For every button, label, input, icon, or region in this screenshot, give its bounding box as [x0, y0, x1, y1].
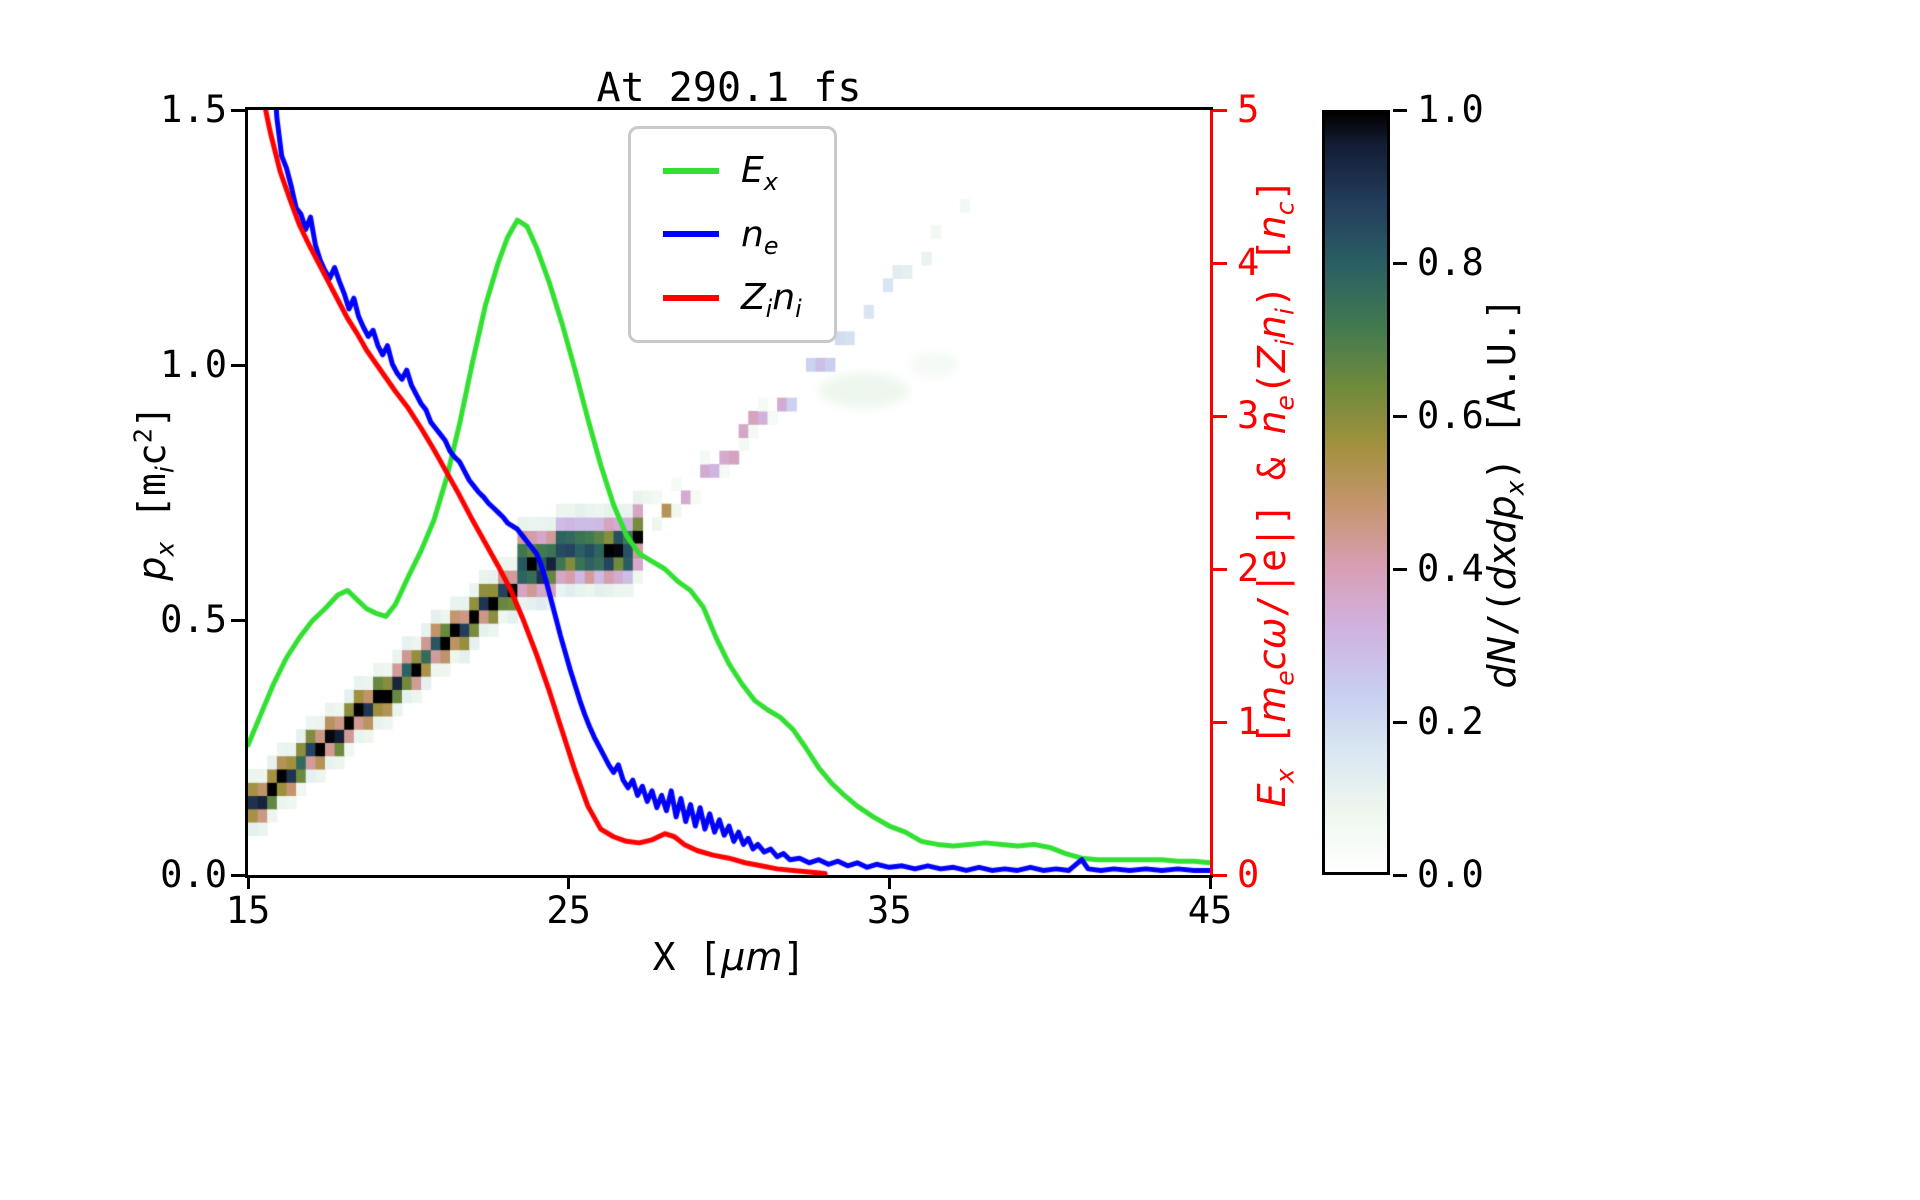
colorbar-label: dN/(dxdpx) [A.U.]: [1480, 296, 1530, 689]
y-axis-label-left: px [mic2]: [128, 404, 180, 581]
colorbar-tick-label: 1.0: [1417, 88, 1484, 131]
y-tick-right: [1213, 108, 1227, 112]
colorbar-tick: [1393, 567, 1407, 571]
y-tick-left: [231, 108, 245, 112]
axis-spine-top: [245, 107, 1213, 110]
colorbar: [1322, 110, 1390, 875]
y-tick-right-label: 3: [1237, 394, 1260, 437]
colorbar-tick: [1393, 108, 1407, 112]
y-tick-right: [1213, 261, 1227, 265]
colorbar-tick-label: 0.0: [1417, 853, 1484, 896]
legend-entry: ne: [663, 213, 802, 260]
y-tick-left: [231, 873, 245, 877]
x-tick: [887, 875, 891, 889]
y-tick-right: [1213, 720, 1227, 724]
colorbar-tick: [1393, 414, 1407, 418]
legend-entry: Zini: [663, 277, 802, 324]
chart-title: At 290.1 fs: [596, 65, 862, 111]
y-tick-right: [1213, 414, 1227, 418]
x-tick: [567, 875, 571, 889]
colorbar-tick-label: 0.4: [1417, 547, 1484, 590]
y-tick-left-label: 0.5: [160, 598, 227, 641]
legend-entry-label: Ex: [741, 150, 778, 197]
x-tick-label: 35: [867, 889, 912, 932]
y-tick-right: [1213, 567, 1227, 571]
colorbar-tick: [1393, 261, 1407, 265]
y-tick-right-label: 2: [1237, 547, 1260, 590]
y-tick-left: [231, 618, 245, 622]
x-axis-label: X [μm]: [652, 935, 806, 979]
axis-spine-right: [1210, 107, 1213, 878]
legend-line-sample: [663, 167, 719, 174]
legend-entry: Ex: [663, 150, 802, 197]
y-tick-left-label: 0.0: [160, 853, 227, 896]
axis-spine-left: [245, 107, 248, 878]
colorbar-tick-label: 0.6: [1417, 394, 1484, 437]
y-tick-right-label: 5: [1237, 88, 1260, 131]
x-tick: [1208, 875, 1212, 889]
y-tick-right: [1213, 873, 1227, 877]
colorbar-tick-label: 0.2: [1417, 700, 1484, 743]
y-tick-left-label: 1.0: [160, 343, 227, 386]
x-tick-label: 25: [546, 889, 591, 932]
y-tick-right-label: 4: [1237, 241, 1260, 284]
colorbar-tick-label: 0.8: [1417, 241, 1484, 284]
y-tick-left: [231, 363, 245, 367]
axis-spine-bottom: [245, 875, 1213, 878]
x-tick-label: 45: [1187, 889, 1233, 932]
colorbar-tick: [1393, 873, 1407, 877]
legend-entry-label: ne: [741, 213, 779, 260]
legend-line-sample: [663, 231, 719, 238]
legend: Ex ne Zini: [628, 126, 837, 343]
x-tick: [246, 875, 250, 889]
y-tick-right-label: 1: [1237, 700, 1260, 743]
y-tick-right-label: 0: [1237, 853, 1260, 896]
legend-line-sample: [663, 294, 719, 301]
legend-entry-label: Zini: [741, 277, 802, 324]
x-tick-label: 15: [225, 889, 271, 932]
y-tick-left-label: 1.5: [160, 88, 227, 131]
colorbar-tick: [1393, 720, 1407, 724]
